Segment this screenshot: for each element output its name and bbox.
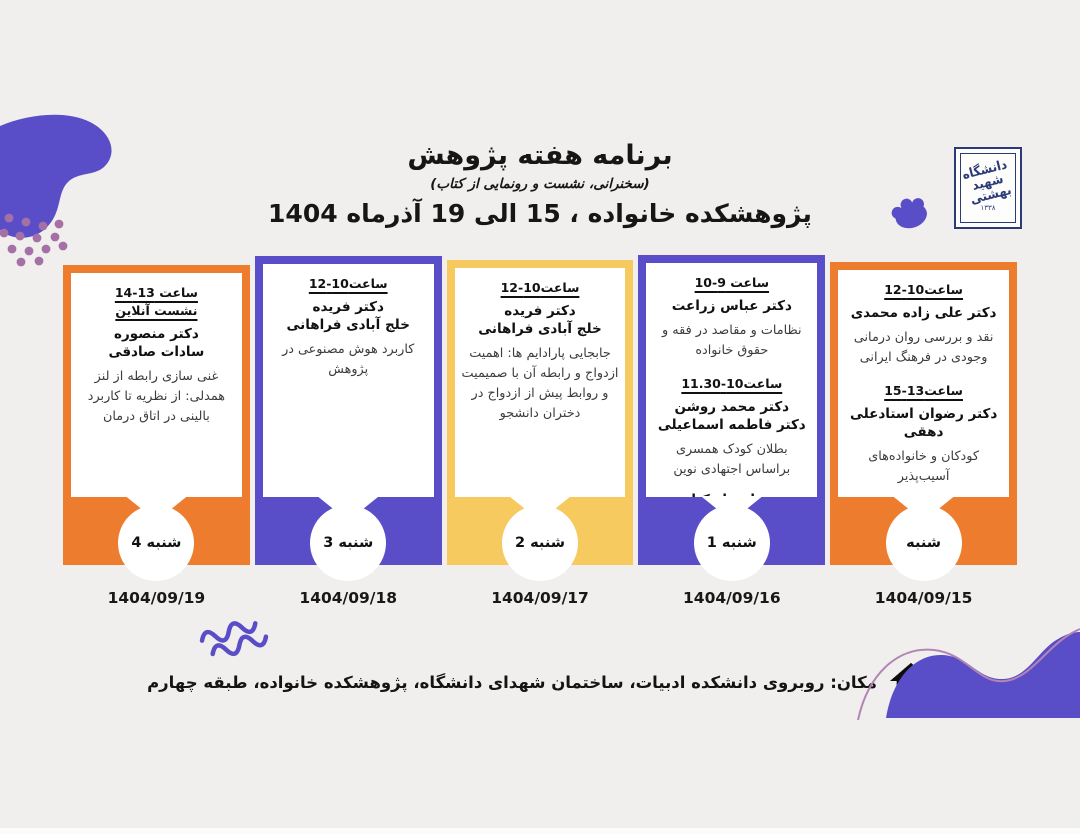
book-unveiling-note: رونمایی از کتاب (652, 492, 811, 497)
speaker-names: دکتر محمد روشن دکتر فاطمه اسماعیلی (652, 398, 811, 434)
session: ساعت 13-14 نشست آنلاین دکتر منصوره سادات صا… (77, 285, 236, 427)
university-logo-text: دانشگاه شهید بهشتی (961, 157, 1015, 208)
event-card: ساعت 9-10 دکتر عباس زراعت نظامات و مقاصد د… (638, 255, 826, 607)
event-card-body: ساعت10-12 دکتر فریده خلج آبادی فراهانی کارب… (254, 256, 442, 497)
day-circle: 1 شنبه (693, 505, 770, 581)
university-logo-inner: دانشگاه شهید بهشتی ۱۳۳۸ (960, 153, 1016, 223)
event-card: ساعت10-12 دکتر فریده خلج آبادی فراهانی جابج… (446, 255, 634, 607)
day-label: شنبه (906, 535, 942, 551)
speaker-name: دکتر منصوره (114, 326, 199, 342)
session: ساعت13-15 دکتر رضوان استادعلی دهقی کودکان … (844, 383, 1003, 487)
event-card-footer-block: 3 شنبه (254, 496, 442, 581)
speaker-name: دکتر رضوان استادعلی دهقی (849, 405, 998, 441)
day-circle: شنبه (885, 505, 962, 581)
page-title: برنامه هفته پژوهش (407, 140, 673, 171)
session-time: ساعت10-12 (500, 280, 580, 295)
speaker-names: دکتر علی زاده محمدی (844, 304, 1003, 322)
event-card-body: ساعت10-12 دکتر فریده خلج آبادی فراهانی جابج… (446, 260, 634, 497)
session-time: ساعت10-12 (308, 276, 388, 291)
day-label: 2 شنبه (514, 535, 566, 551)
session-topic: غنی سازی رابطه از لنز همدلی: از نظریه تا… (87, 369, 226, 425)
session-list: ساعت10-12 دکتر علی زاده محمدی نقد و بررسی … (844, 282, 1003, 487)
session: ساعت10-12 دکتر علی زاده محمدی نقد و بررسی … (844, 282, 1003, 368)
page-subtitle: (سخنرانی، نشست و رونمایی از کتاب) (430, 176, 650, 192)
session-format: نشست آنلاین (115, 303, 198, 318)
speaker-names: دکتر فریده خلج آبادی فراهانی (269, 298, 428, 334)
event-card: ساعت 13-14 نشست آنلاین دکتر منصوره سادات صا… (63, 255, 250, 607)
event-card-body: ساعت10-12 دکتر علی زاده محمدی نقد و بررسی … (830, 262, 1017, 497)
logo-year: ۱۳۳۸ (980, 203, 996, 212)
session-topic: جابجایی پارادایم ها: اهمیت ازدواج و رابط… (461, 346, 619, 421)
university-logo: دانشگاه شهید بهشتی ۱۳۳۸ (954, 147, 1022, 229)
session-time: ساعت 13-14 (114, 285, 198, 300)
session-list: ساعت 9-10 دکتر عباس زراعت نظامات و مقاصد د… (652, 275, 811, 497)
card-date: 1404/09/19 (107, 589, 206, 607)
day-circle: 2 شنبه (502, 505, 578, 581)
session: ساعت10-12 دکتر فریده خلج آبادی فراهانی کارب… (269, 276, 428, 380)
session-time: ساعت10-12 (884, 282, 963, 297)
dots-pattern (0, 213, 68, 267)
event-card-footer-block: شنبه (830, 496, 1017, 581)
session: ساعت10-11.30 دکتر محمد روشن دکتر فاطمه اسم… (652, 376, 811, 497)
speaker-name: خلج آبادی فراهانی (286, 317, 410, 334)
day-label: 1 شنبه (706, 535, 757, 551)
card-date: 1404/09/16 (683, 589, 781, 607)
event-card-body: ساعت 9-10 دکتر عباس زراعت نظامات و مقاصد د… (638, 255, 826, 497)
session-time: ساعت13-15 (884, 382, 963, 398)
speaker-names: دکتر فریده خلج آبادی فراهانی (461, 302, 620, 338)
speaker-name: سادات صادقی (108, 344, 205, 361)
poster-header: برنامه هفته پژوهش (سخنرانی، نشست و رونما… (0, 140, 1080, 228)
speaker-name: دکتر فریده (504, 303, 576, 319)
day-circle: 4 شنبه (118, 505, 195, 581)
speaker-names: دکتر عباس زراعت (652, 297, 811, 315)
speaker-names: دکتر منصوره سادات صادقی (77, 325, 236, 361)
event-card-footer-block: 4 شنبه (63, 496, 250, 581)
location-text: مکان: روبروی دانشکده ادبیات، ساختمان شهد… (147, 672, 877, 692)
speaker-name: دکتر فاطمه اسماعیلی (657, 417, 806, 434)
session-list: ساعت10-12 دکتر فریده خلج آبادی فراهانی کارب… (269, 276, 428, 380)
session-time: ساعت 9-10 (694, 275, 770, 290)
day-label: 4 شنبه (131, 535, 182, 551)
session-topic: کاربرد هوش مصنوعی در پژوهش (282, 342, 415, 378)
session-list: ساعت 13-14 نشست آنلاین دکتر منصوره سادات صا… (77, 285, 236, 427)
squiggle-decoration (199, 621, 269, 657)
event-card: ساعت10-12 دکتر فریده خلج آبادی فراهانی کارب… (254, 255, 442, 607)
session-topic: نقد و بررسی روان درمانی وجودی در فرهنگ ا… (853, 330, 994, 366)
session-list: ساعت10-12 دکتر فریده خلج آبادی فراهانی جابج… (461, 280, 620, 424)
speaker-name: دکتر علی زاده محمدی (850, 305, 997, 321)
corner-blob-shape (0, 114, 112, 238)
day-circle: 3 شنبه (310, 505, 387, 581)
session-topic: بطلان کودک همسری براساس اجتهادی نوین (673, 442, 791, 478)
card-date: 1404/09/15 (874, 589, 973, 607)
event-card-footer-block: 1 شنبه (638, 496, 826, 581)
speaker-names: دکتر رضوان استادعلی دهقی (844, 405, 1003, 441)
session-topic: کودکان و خانواده‌های آسیب‌پذیر (868, 449, 979, 485)
session: ساعت10-12 دکتر فریده خلج آبادی فراهانی جابج… (461, 280, 620, 424)
event-card-body: ساعت 13-14 نشست آنلاین دکتر منصوره سادات صا… (63, 265, 250, 497)
hand-icon (891, 198, 927, 229)
card-date: 1404/09/18 (299, 589, 398, 607)
schedule-cards-row: ساعت10-12 دکتر علی زاده محمدی نقد و بررسی … (63, 255, 1017, 607)
speaker-name: خلج آبادی فراهانی (478, 321, 602, 338)
speaker-name: دکتر عباس زراعت (671, 298, 792, 314)
session: ساعت 9-10 دکتر عباس زراعت نظامات و مقاصد د… (652, 275, 811, 361)
wave-decoration (857, 628, 1080, 721)
session-time: ساعت10-11.30 (681, 375, 783, 391)
card-date: 1404/09/17 (491, 589, 589, 607)
event-card: ساعت10-12 دکتر علی زاده محمدی نقد و بررسی … (830, 255, 1017, 607)
bottom-strip (0, 828, 1080, 834)
speaker-name: دکتر فریده (312, 299, 384, 315)
day-label: 3 شنبه (323, 535, 374, 551)
session-topic: نظامات و مقاصد در فقه و حقوق خانواده (662, 323, 802, 359)
event-card-footer-block: 2 شنبه (446, 496, 634, 581)
speaker-name: دکتر محمد روشن (674, 398, 790, 415)
institute-date-line: پژوهشکده خانواده ، 15 الی 19 آذرماه 1404 (268, 199, 812, 228)
